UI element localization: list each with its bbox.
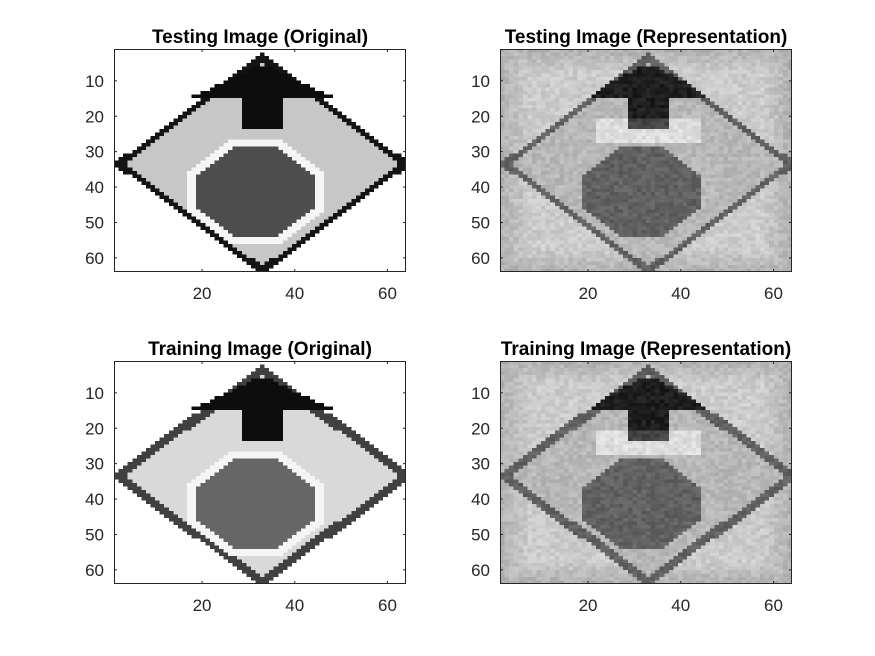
axes-frame bbox=[500, 49, 792, 272]
y-tick-label: 20 bbox=[471, 107, 490, 126]
x-tick-label: 60 bbox=[378, 284, 397, 303]
x-tick-label: 60 bbox=[764, 596, 783, 615]
y-tick-label: 50 bbox=[85, 525, 104, 544]
axes-frame bbox=[114, 49, 406, 272]
y-tick-label: 20 bbox=[85, 419, 104, 438]
subplot-2: Testing Image (Representation) 20 40 60 10 20… bbox=[471, 27, 792, 303]
x-tick-label: 20 bbox=[193, 284, 212, 303]
x-tick-label: 40 bbox=[671, 284, 690, 303]
y-tick-label: 40 bbox=[471, 490, 490, 509]
x-tick-label: 40 bbox=[285, 596, 304, 615]
y-tick-label: 50 bbox=[471, 525, 490, 544]
subplot-title: Training Image (Original) bbox=[148, 339, 372, 360]
subplot-3: Training Image (Original) 20 40 60 10 20 30 40 5… bbox=[85, 339, 406, 615]
heatmap-image bbox=[500, 49, 792, 272]
y-tick-label: 40 bbox=[471, 178, 490, 197]
subplot-title: Testing Image (Representation) bbox=[505, 27, 788, 48]
heatmap-image bbox=[500, 361, 792, 584]
y-tick-label: 60 bbox=[471, 561, 490, 580]
x-tick-label: 40 bbox=[285, 284, 304, 303]
x-tick-label: 60 bbox=[378, 596, 397, 615]
y-tick-label: 20 bbox=[471, 419, 490, 438]
y-tick-label: 20 bbox=[85, 107, 104, 126]
y-tick-label: 60 bbox=[85, 249, 104, 268]
x-tick-label: 60 bbox=[764, 284, 783, 303]
y-tick-label: 40 bbox=[85, 490, 104, 509]
x-tick-label: 20 bbox=[579, 284, 598, 303]
x-tick-label: 20 bbox=[193, 596, 212, 615]
x-tick-label: 40 bbox=[671, 596, 690, 615]
y-tick-label: 50 bbox=[85, 213, 104, 232]
subplot-1: Testing Image (Original) 20 40 60 10 20 30 40 50… bbox=[85, 27, 406, 303]
heatmap-image bbox=[114, 49, 406, 272]
y-tick-label: 60 bbox=[471, 249, 490, 268]
y-tick-label: 10 bbox=[85, 384, 104, 403]
y-tick-label: 40 bbox=[85, 178, 104, 197]
subplot-title: Training Image (Representation) bbox=[501, 339, 791, 360]
axes-frame bbox=[114, 361, 406, 584]
y-tick-label: 50 bbox=[471, 213, 490, 232]
heatmap-image bbox=[114, 361, 406, 584]
y-tick-label: 10 bbox=[85, 72, 104, 91]
y-tick-label: 60 bbox=[85, 561, 104, 580]
y-tick-label: 30 bbox=[85, 143, 104, 162]
axes-frame bbox=[500, 361, 792, 584]
subplot-title: Testing Image (Original) bbox=[152, 27, 368, 48]
y-tick-label: 30 bbox=[85, 455, 104, 474]
y-tick-label: 30 bbox=[471, 143, 490, 162]
x-tick-label: 20 bbox=[579, 596, 598, 615]
y-tick-label: 10 bbox=[471, 72, 490, 91]
y-tick-label: 30 bbox=[471, 455, 490, 474]
subplot-4: Training Image (Representation) 20 40 60 10 2… bbox=[471, 339, 792, 615]
y-tick-label: 10 bbox=[471, 384, 490, 403]
